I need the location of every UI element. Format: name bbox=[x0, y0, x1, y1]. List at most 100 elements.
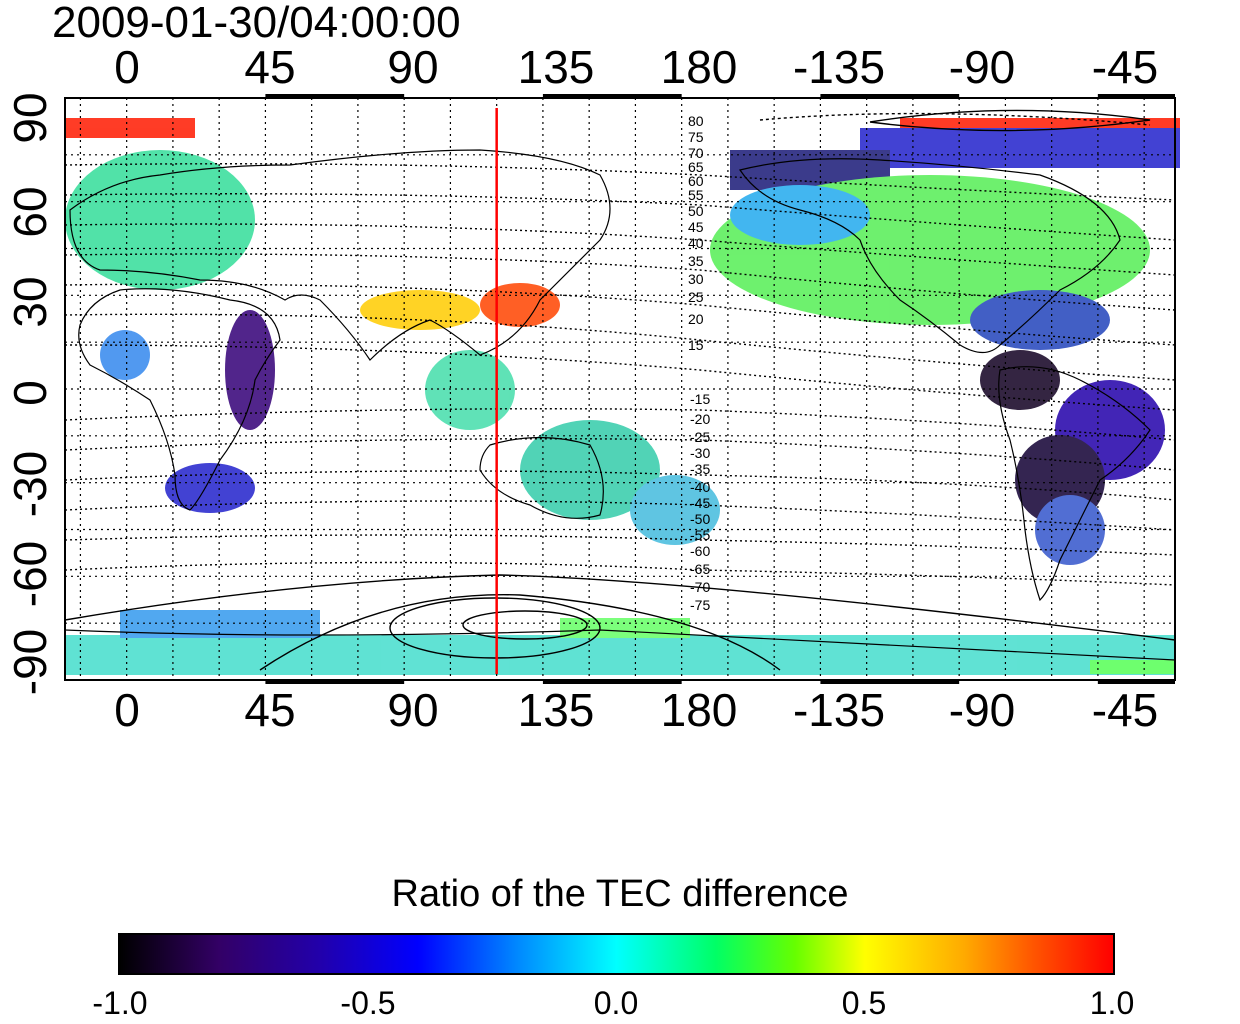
tec-cell bbox=[980, 350, 1060, 410]
contour-label: -15 bbox=[690, 391, 710, 407]
north-america-outline bbox=[739, 158, 1121, 354]
lon-tick-label: -135 bbox=[792, 684, 886, 736]
contour-line bbox=[64, 253, 1176, 311]
frame-tick-bar bbox=[820, 680, 960, 684]
frame-tick-marks bbox=[265, 94, 1175, 684]
contour-label: -60 bbox=[690, 543, 710, 559]
tec-cell bbox=[560, 618, 690, 638]
contour-line bbox=[462, 610, 588, 640]
contour-line bbox=[64, 344, 1176, 411]
lon-tick-label: 180 bbox=[660, 41, 738, 93]
colorbar-tick-label: -1.0 bbox=[92, 985, 148, 1021]
contour-label: -75 bbox=[690, 597, 710, 613]
contour-label: 45 bbox=[688, 219, 704, 235]
contour-line bbox=[869, 109, 1151, 132]
tec-cell bbox=[900, 118, 1180, 128]
lon-tick-label: -45 bbox=[1091, 684, 1159, 736]
frame-tick-bar bbox=[542, 680, 682, 684]
contour-label: 30 bbox=[688, 271, 704, 287]
contour-line bbox=[64, 574, 1176, 641]
contour-label: 20 bbox=[688, 311, 704, 327]
tec-cell bbox=[730, 185, 870, 245]
contour-line bbox=[64, 408, 1176, 441]
contour-line bbox=[64, 438, 1176, 471]
contour-label: 40 bbox=[688, 235, 704, 251]
contour-line bbox=[64, 534, 1176, 556]
tec-cell bbox=[970, 290, 1110, 350]
tec-cell bbox=[65, 118, 195, 138]
tec-data-regions bbox=[65, 118, 1180, 675]
lon-tick-label: 135 bbox=[517, 684, 595, 736]
contour-line bbox=[64, 470, 1176, 501]
contour-line bbox=[64, 283, 1176, 346]
bottom-longitude-axis: 0 45 90 135 180 -135 -90 -45 bbox=[0, 685, 1240, 735]
contour-label: -70 bbox=[690, 579, 710, 595]
frame-tick-bar bbox=[1097, 680, 1175, 684]
lon-tick-label: 0 bbox=[114, 41, 140, 93]
contour-label: -65 bbox=[690, 561, 710, 577]
contour-line bbox=[64, 193, 1176, 241]
contour-line bbox=[64, 313, 1176, 381]
tec-cell bbox=[480, 283, 560, 327]
contour-label: -35 bbox=[690, 461, 710, 477]
contour-label: -40 bbox=[690, 479, 710, 495]
contour-line bbox=[64, 163, 1176, 201]
contour-label: 65 bbox=[688, 159, 704, 175]
australia-outline bbox=[479, 436, 604, 519]
lon-tick-label: -90 bbox=[948, 684, 1016, 736]
colorbar-tick-label: 0.5 bbox=[841, 985, 887, 1021]
top-longitude-axis: 0 45 90 135 180 -135 -90 -45 bbox=[0, 42, 1240, 92]
eurasia-outline bbox=[69, 149, 611, 361]
contour-label: -30 bbox=[690, 445, 710, 461]
contour-label: 15 bbox=[688, 337, 704, 353]
lon-tick-label: 90 bbox=[387, 41, 439, 93]
contour-label: 35 bbox=[688, 253, 704, 269]
lon-tick-label: 135 bbox=[517, 41, 595, 93]
frame-tick-bar bbox=[542, 94, 682, 98]
frame-tick-bar bbox=[1097, 94, 1175, 98]
tec-cell bbox=[65, 635, 1175, 675]
tec-cell bbox=[1090, 660, 1175, 674]
africa-outline bbox=[78, 288, 281, 511]
tec-cell bbox=[1035, 495, 1105, 565]
lon-tick-label: 45 bbox=[244, 684, 296, 736]
colorbar-title: Ratio of the TEC difference bbox=[391, 873, 849, 915]
lon-tick-label: 180 bbox=[660, 684, 738, 736]
antarctica-outline bbox=[64, 629, 1176, 661]
lon-tick-label: 45 bbox=[244, 41, 296, 93]
tec-cell bbox=[630, 475, 720, 545]
contour-label: -55 bbox=[690, 527, 710, 543]
contour-label: -50 bbox=[690, 511, 710, 527]
coastlines bbox=[64, 149, 1176, 661]
contour-line bbox=[64, 223, 1176, 276]
tec-cell bbox=[425, 350, 515, 430]
colorbar bbox=[118, 933, 1115, 975]
lon-tick-label: -135 bbox=[792, 41, 886, 93]
contour-label: 60 bbox=[688, 173, 704, 189]
contour-line bbox=[64, 500, 1176, 531]
colorbar-tick-label: 1.0 bbox=[1089, 985, 1135, 1021]
tec-cell bbox=[225, 310, 275, 430]
colorbar-tick-label: 0.0 bbox=[593, 985, 639, 1021]
lon-tick-label: 0 bbox=[114, 684, 140, 736]
contour-line bbox=[64, 561, 1176, 586]
contour-label: 70 bbox=[688, 145, 704, 161]
timestamp-title: 2009-01-30/04:00:00 bbox=[52, 0, 461, 47]
lon-tick-label: -90 bbox=[948, 41, 1016, 93]
frame-tick-bar bbox=[820, 94, 960, 98]
colorbar-tick-label: -0.5 bbox=[340, 985, 396, 1021]
contour-label: 80 bbox=[688, 113, 704, 129]
contour-label: -45 bbox=[690, 495, 710, 511]
contour-label: -25 bbox=[690, 429, 710, 445]
contour-label: 25 bbox=[688, 289, 704, 305]
tec-cell bbox=[165, 463, 255, 513]
lon-tick-label: -45 bbox=[1091, 41, 1159, 93]
contour-label: -20 bbox=[690, 411, 710, 427]
frame-tick-bar bbox=[265, 680, 405, 684]
south-america-outline bbox=[998, 366, 1151, 602]
tec-cell bbox=[65, 150, 255, 290]
contour-label: 75 bbox=[688, 129, 704, 145]
contour-line bbox=[389, 597, 601, 659]
